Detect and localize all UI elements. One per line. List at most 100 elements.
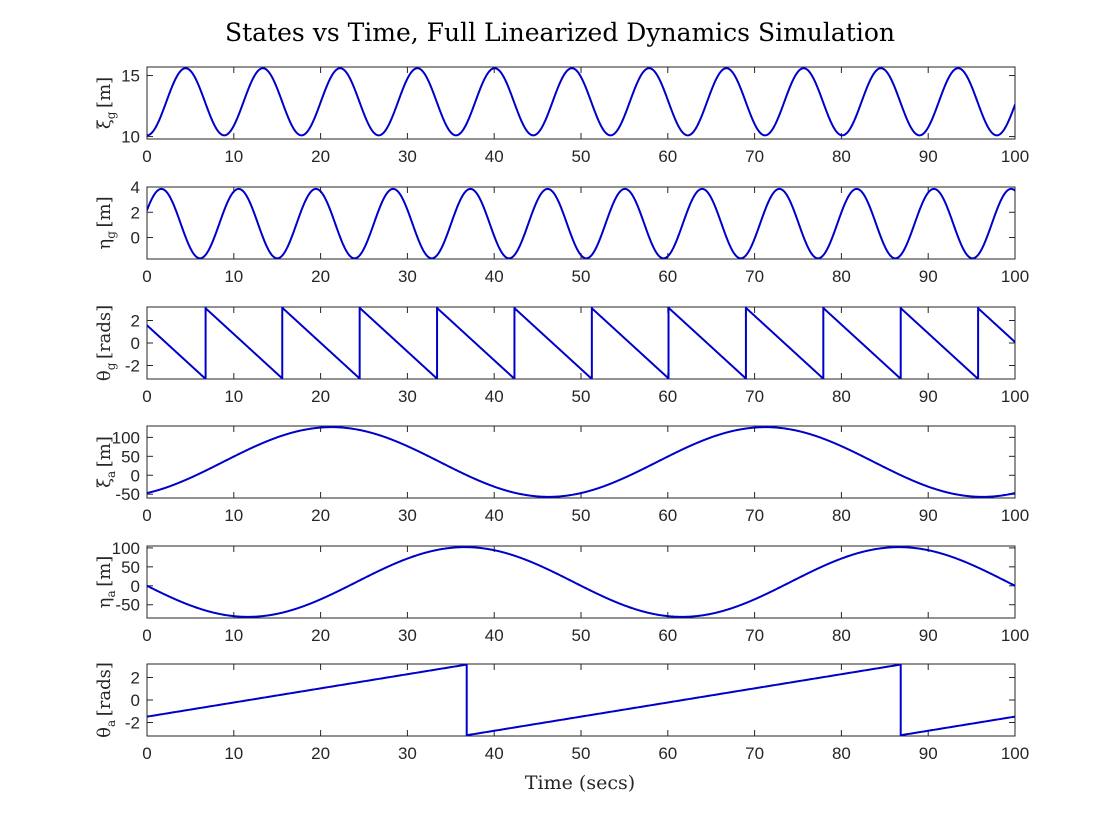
y-tick-label: 10 [121, 128, 140, 147]
x-tick-label: 40 [485, 744, 504, 763]
x-tick-label: 20 [311, 147, 330, 166]
y-tick-label: 2 [131, 203, 140, 222]
series-line-5 [147, 546, 1015, 618]
x-tick-label: 0 [142, 744, 151, 763]
x-tick-label: 80 [832, 744, 851, 763]
x-tick-label: 60 [658, 147, 677, 166]
x-tick-label: 50 [572, 387, 591, 406]
y-tick-label: -50 [115, 485, 140, 504]
x-tick-label: 30 [398, 147, 417, 166]
subplot-4-axes-box [146, 425, 1016, 499]
x-tick-label: 40 [485, 387, 504, 406]
x-tick-label: 60 [658, 506, 677, 525]
y-tick-label: 100 [112, 428, 140, 447]
subplot-6-axes-box [146, 663, 1016, 737]
y-tick-label: 0 [131, 691, 140, 710]
y-axis-label-6: θa [rads] [94, 662, 118, 738]
y-axis-label-3: θg [rads] [94, 305, 118, 381]
x-tick-label: 100 [1001, 506, 1029, 525]
subplot-5-axes-box [146, 545, 1016, 619]
x-tick-label: 10 [224, 147, 243, 166]
y-axis-label-2: ηg [m] [94, 196, 118, 249]
x-axis-label: Time (secs) [525, 772, 635, 794]
x-tick-label: 70 [745, 267, 764, 286]
x-tick-label: 30 [398, 626, 417, 645]
x-tick-label: 40 [485, 506, 504, 525]
x-tick-label: 10 [224, 626, 243, 645]
y-tick-label: -50 [115, 596, 140, 615]
x-tick-label: 30 [398, 744, 417, 763]
x-tick-label: 80 [832, 147, 851, 166]
x-tick-label: 20 [311, 626, 330, 645]
y-axis-label-5: ηa [m] [94, 556, 118, 609]
x-tick-label: 80 [832, 506, 851, 525]
y-tick-label: -2 [125, 357, 140, 376]
x-tick-label: 70 [745, 506, 764, 525]
x-tick-label: 10 [224, 267, 243, 286]
x-tick-label: 90 [919, 506, 938, 525]
x-tick-label: 50 [572, 506, 591, 525]
x-tick-label: 40 [485, 626, 504, 645]
y-tick-label: -2 [125, 714, 140, 733]
y-tick-label: 50 [121, 558, 140, 577]
y-tick-label: 0 [131, 466, 140, 485]
x-tick-label: 20 [311, 506, 330, 525]
x-tick-label: 0 [142, 267, 151, 286]
figure-title: States vs Time, Full Linearized Dynamics… [225, 18, 895, 47]
series-line-2 [147, 187, 1015, 259]
x-tick-label: 40 [485, 147, 504, 166]
y-tick-label: 15 [121, 67, 140, 86]
y-axis-label-1: ξg [m] [94, 77, 118, 129]
series-line-6 [147, 664, 1015, 736]
x-tick-label: 10 [224, 744, 243, 763]
x-tick-label: 60 [658, 744, 677, 763]
y-tick-label: 4 [131, 178, 140, 197]
x-tick-label: 0 [142, 506, 151, 525]
x-tick-label: 30 [398, 387, 417, 406]
x-tick-label: 10 [224, 387, 243, 406]
y-tick-label: 0 [131, 334, 140, 353]
x-tick-label: 90 [919, 147, 938, 166]
subplot-3-axes-box [146, 306, 1016, 380]
y-tick-label: 0 [131, 229, 140, 248]
x-tick-label: 80 [832, 387, 851, 406]
x-tick-label: 20 [311, 267, 330, 286]
subplot-2-axes-box [146, 186, 1016, 260]
x-tick-label: 60 [658, 387, 677, 406]
x-tick-label: 90 [919, 626, 938, 645]
x-tick-label: 70 [745, 744, 764, 763]
x-tick-label: 10 [224, 506, 243, 525]
x-tick-label: 90 [919, 267, 938, 286]
y-tick-label: 100 [112, 539, 140, 558]
x-tick-label: 50 [572, 744, 591, 763]
x-tick-label: 30 [398, 267, 417, 286]
series-line-3 [147, 307, 1015, 379]
x-tick-label: 0 [142, 387, 151, 406]
x-tick-label: 50 [572, 626, 591, 645]
x-tick-label: 100 [1001, 744, 1029, 763]
x-tick-label: 100 [1001, 147, 1029, 166]
y-tick-label: 50 [121, 447, 140, 466]
x-tick-label: 20 [311, 744, 330, 763]
subplot-2: 0 10 20 30 40 50 60 70 80 90 100 0 2 4 ηg [m] [94, 178, 1029, 286]
x-tick-label: 100 [1001, 626, 1029, 645]
x-tick-label: 70 [745, 387, 764, 406]
y-axis-label-4: ξa [m] [94, 436, 118, 488]
x-tick-label: 30 [398, 506, 417, 525]
x-tick-label: 50 [572, 267, 591, 286]
y-tick-label: 2 [131, 669, 140, 688]
x-tick-label: 20 [311, 387, 330, 406]
y-tick-label: 2 [131, 312, 140, 331]
series-line-1 [147, 67, 1015, 137]
x-tick-label: 100 [1001, 387, 1029, 406]
x-tick-label: 80 [832, 626, 851, 645]
x-tick-label: 50 [572, 147, 591, 166]
x-tick-label: 60 [658, 626, 677, 645]
